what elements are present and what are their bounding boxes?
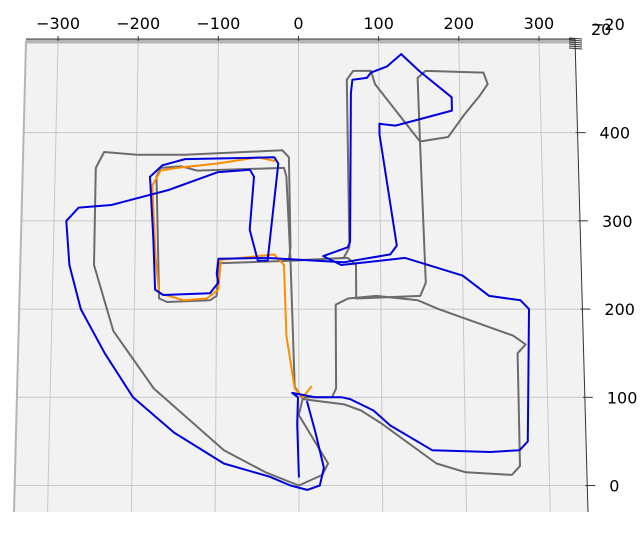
z-tick-mark	[568, 43, 583, 46]
x-gridline	[47, 39, 59, 513]
z-tick-mark	[568, 41, 583, 44]
x-tick-label: 300	[524, 14, 555, 33]
y-tick-label: 300	[602, 212, 633, 231]
z-tick-label: 20	[591, 20, 611, 39]
z-tick-mark	[568, 37, 583, 40]
x-gridline	[538, 39, 551, 513]
x-tick-label: −200	[116, 14, 160, 33]
right-axis-line	[574, 38, 589, 513]
x-tick-label: 100	[363, 14, 394, 33]
y-tick-label: 0	[609, 477, 619, 496]
x-tick-label: −100	[196, 14, 240, 33]
x-tick-label: −300	[36, 14, 80, 33]
plot-pane	[14, 40, 588, 512]
y-tick-label: 200	[604, 300, 635, 319]
y-tick-label: 100	[607, 388, 638, 407]
z-tick-mark	[568, 39, 583, 42]
axis-frame	[13, 38, 589, 513]
y-tick-label: 400	[600, 124, 631, 143]
series-line-2	[151, 156, 313, 399]
series-line-3	[65, 53, 530, 491]
x-tick-label: 200	[444, 14, 475, 33]
left-pane-edge	[13, 40, 27, 513]
z-tick-label: −20	[591, 15, 625, 34]
x-gridline	[130, 39, 139, 513]
series-group	[65, 53, 530, 491]
x-gridline	[378, 39, 384, 513]
z-tick-mark	[568, 45, 583, 48]
x-tick-label: 0	[293, 14, 303, 33]
z-tick-mark	[568, 47, 583, 50]
